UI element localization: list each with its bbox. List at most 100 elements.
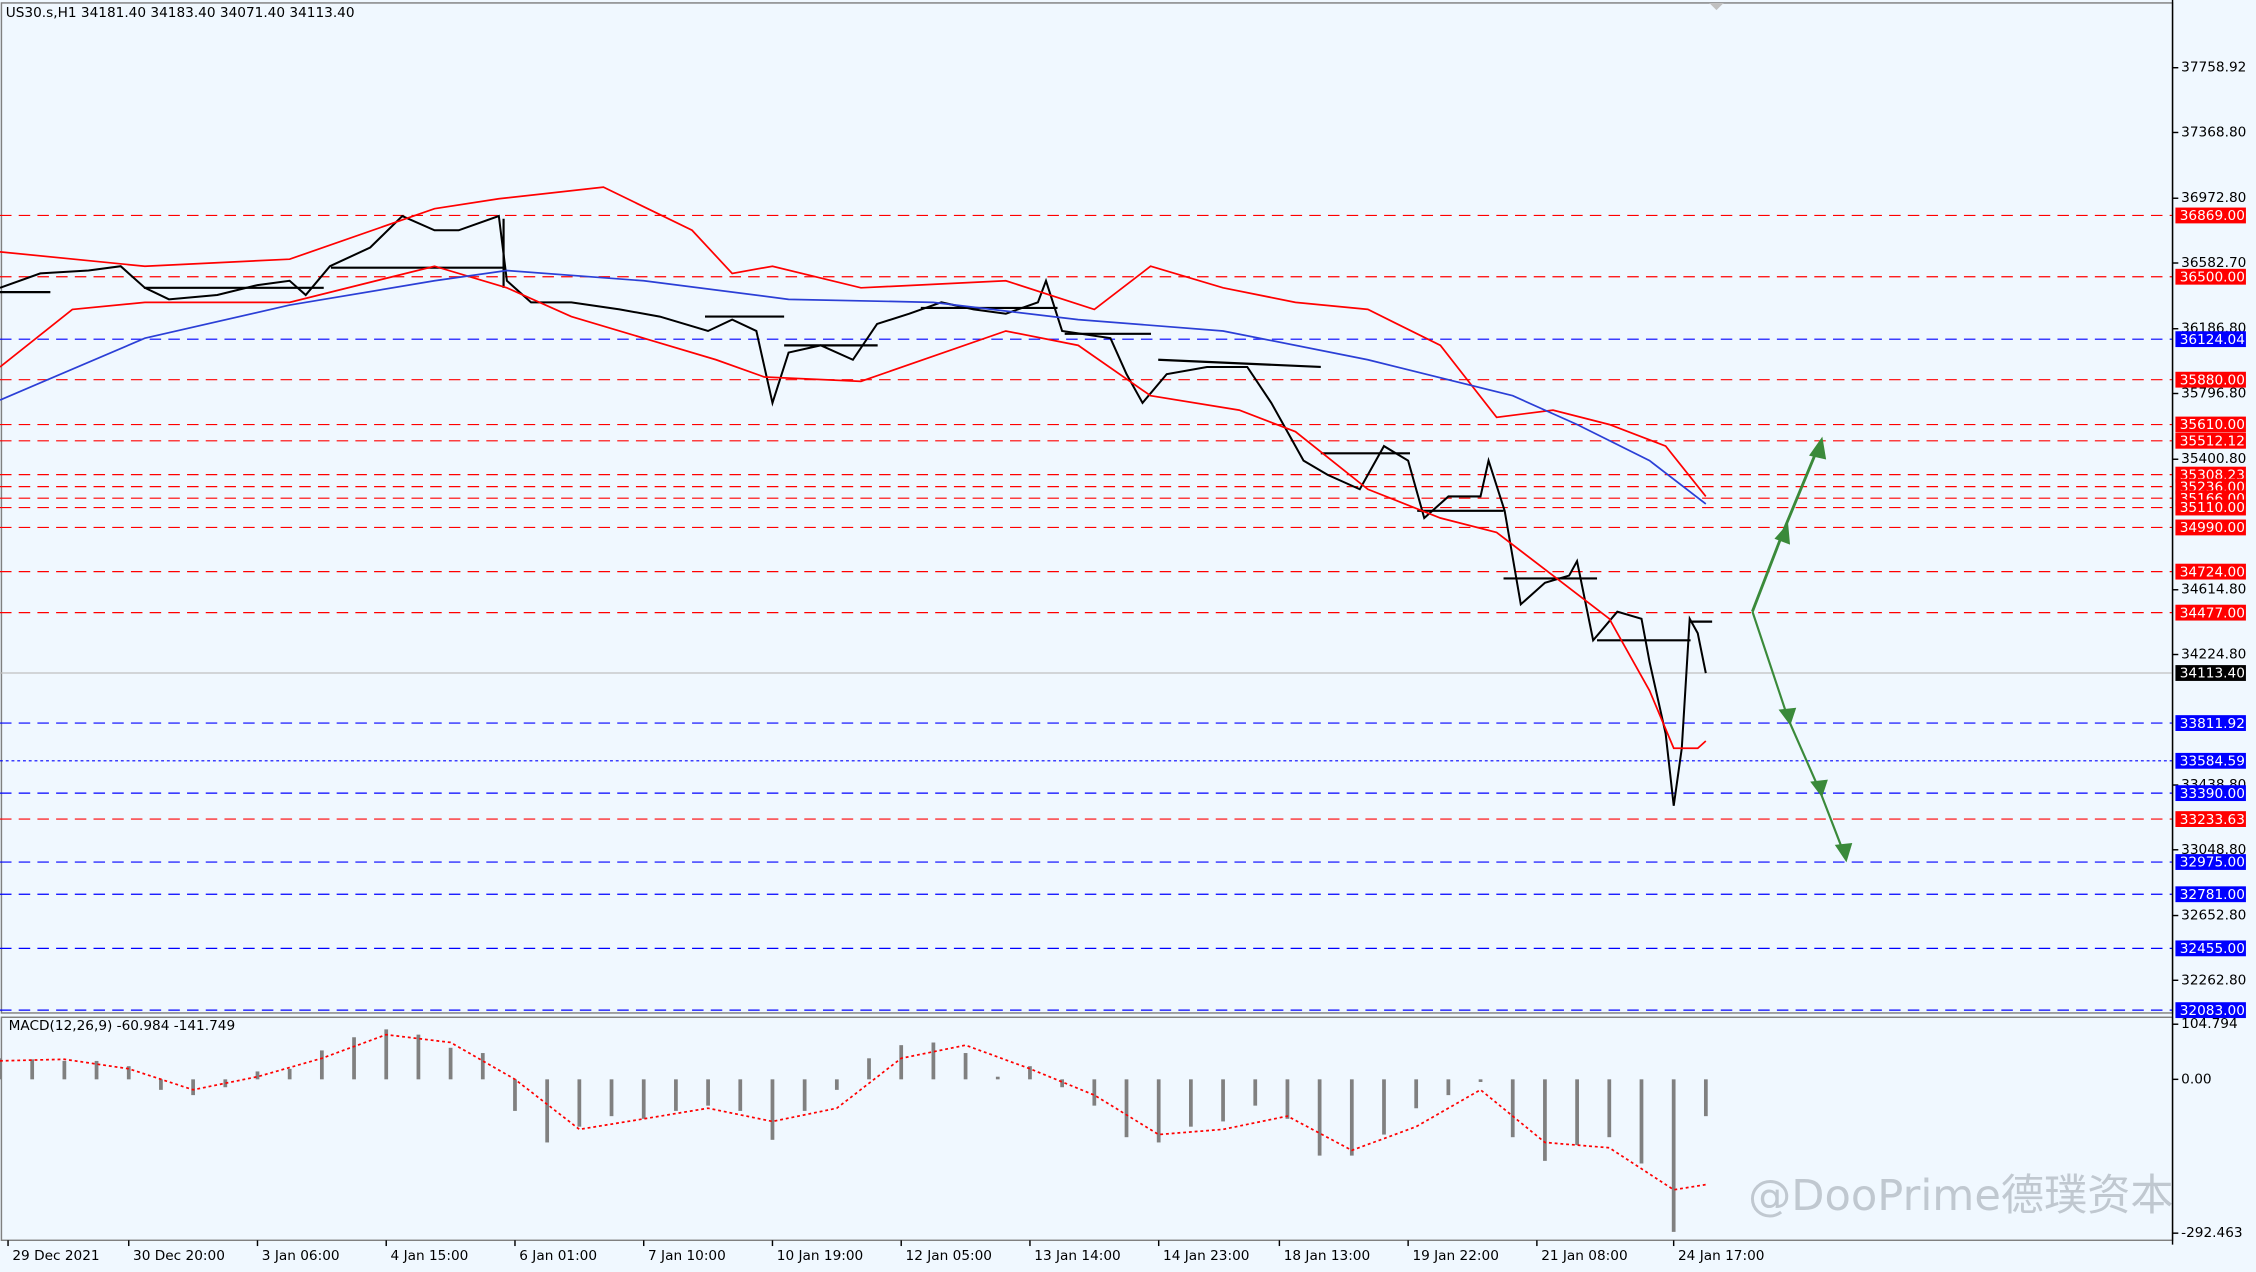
level-label: 36124.04 [2180, 332, 2245, 348]
macd-bar [1671, 1079, 1676, 1232]
level-box [2175, 854, 2246, 870]
y-tick-label: 104.794 [2181, 1016, 2237, 1032]
level-box [2175, 331, 2246, 348]
x-tick-label: 12 Jan 05:00 [906, 1248, 992, 1264]
level-label: 36500.00 [2180, 269, 2245, 285]
macd-bar [1124, 1079, 1129, 1138]
arrowhead [1774, 523, 1791, 545]
macd-bar [1156, 1079, 1161, 1143]
macd-bar [62, 1060, 67, 1080]
arrowhead [1778, 707, 1797, 726]
level-box [2175, 1002, 2246, 1019]
macd-bar [802, 1079, 807, 1111]
macd-bar [352, 1037, 356, 1080]
y-tick-label: 32262.80 [2181, 972, 2246, 988]
y-tick-label: 37368.80 [2181, 124, 2246, 140]
macd-bar [609, 1079, 614, 1117]
level-box [2175, 715, 2246, 731]
macd-bar [577, 1079, 582, 1127]
macd-bar [1446, 1079, 1451, 1096]
macd-bar [480, 1053, 485, 1080]
macd-bar [1253, 1079, 1258, 1106]
price-line [0, 214, 1707, 806]
level-box [2175, 207, 2246, 224]
macd-bar [834, 1079, 839, 1090]
level-label: 34477.00 [2180, 605, 2245, 621]
level-box [2175, 886, 2246, 903]
x-tick-label: 7 Jan 10:00 [648, 1248, 726, 1264]
macd-bar [1349, 1079, 1354, 1156]
macd-bar [1382, 1079, 1386, 1135]
macd-bar [1543, 1079, 1547, 1161]
y-tick-label: 36582.70 [2181, 255, 2246, 271]
macd-bar [995, 1076, 1000, 1080]
macd-bar [94, 1060, 99, 1080]
level-label: 35880.00 [2180, 372, 2245, 388]
macd-bar [706, 1079, 710, 1106]
level-label: 34113.40 [2180, 666, 2245, 682]
x-tick-label: 30 Dec 20:00 [133, 1248, 225, 1264]
x-tick-label: 13 Jan 14:00 [1034, 1248, 1120, 1264]
macd-bar [1478, 1079, 1483, 1082]
y-tick-label: 35796.80 [2181, 385, 2246, 401]
macd-bar [1028, 1066, 1032, 1080]
arrowhead [1809, 436, 1827, 460]
macd-bar [384, 1029, 389, 1080]
level-box [2175, 499, 2246, 516]
macd-bar [545, 1079, 550, 1143]
macd-bar [1414, 1079, 1419, 1109]
y-tick-label: 33048.80 [2181, 842, 2246, 858]
x-tick-label: 29 Dec 2021 [12, 1248, 99, 1264]
chart-header: US30.s,H1 34181.40 34183.40 34071.40 341… [6, 5, 355, 21]
level-label: 33584.59 [2180, 754, 2245, 770]
macd-title: MACD(12,26,9) -60.984 -141.749 [9, 1018, 236, 1034]
level-label: 34990.00 [2180, 520, 2245, 536]
level-label: 36869.00 [2180, 208, 2245, 224]
level-label: 32455.00 [2180, 941, 2245, 957]
y-tick-label: 0.00 [2181, 1071, 2211, 1087]
macd-bar [0, 1058, 2, 1080]
y-tick-label: -292.463 [2181, 1225, 2242, 1241]
macd-bar [1639, 1079, 1644, 1164]
level-label: 33811.92 [2180, 716, 2245, 732]
indicator-line [0, 186, 1707, 497]
level-label: 35610.00 [2180, 417, 2245, 433]
level-box [2175, 940, 2246, 957]
x-tick-label: 19 Jan 22:00 [1412, 1248, 1498, 1264]
macd-bar [674, 1079, 678, 1111]
macd-bar [1510, 1079, 1515, 1138]
y-tick-label: 35400.80 [2181, 451, 2246, 467]
macd-bar [287, 1068, 292, 1080]
y-tick-label: 36972.80 [2181, 190, 2246, 206]
level-label: 34724.00 [2180, 564, 2245, 580]
indicator-line [0, 269, 1707, 505]
arrow-down [1751, 611, 1846, 856]
level-box [2175, 268, 2246, 285]
level-box [2175, 466, 2246, 483]
arrowhead [1810, 779, 1828, 798]
macd-bar [1060, 1079, 1065, 1088]
macd-bar [1575, 1079, 1579, 1146]
level-label: 35512.12 [2180, 433, 2245, 449]
indicator-line [0, 265, 1707, 750]
level-label: 33390.00 [2180, 786, 2245, 802]
level-box [2175, 416, 2246, 433]
macd-bar [867, 1058, 871, 1080]
macd-bar [641, 1079, 646, 1119]
level-box [2175, 665, 2246, 681]
level-label: 35110.00 [2180, 500, 2245, 516]
x-tick-label: 21 Jan 08:00 [1541, 1248, 1627, 1264]
level-box [2175, 811, 2246, 827]
x-tick-label: 6 Jan 01:00 [519, 1248, 597, 1264]
macd-bar [416, 1034, 421, 1080]
macd-bar [1317, 1079, 1322, 1156]
signal-line [0, 1033, 1706, 1191]
level-label: 33233.63 [2180, 812, 2245, 828]
macd-bar [126, 1066, 131, 1080]
macd-bar [963, 1053, 968, 1080]
level-box [2175, 752, 2246, 769]
macd-bar [513, 1079, 517, 1111]
scenario-arrows [1751, 436, 1853, 863]
